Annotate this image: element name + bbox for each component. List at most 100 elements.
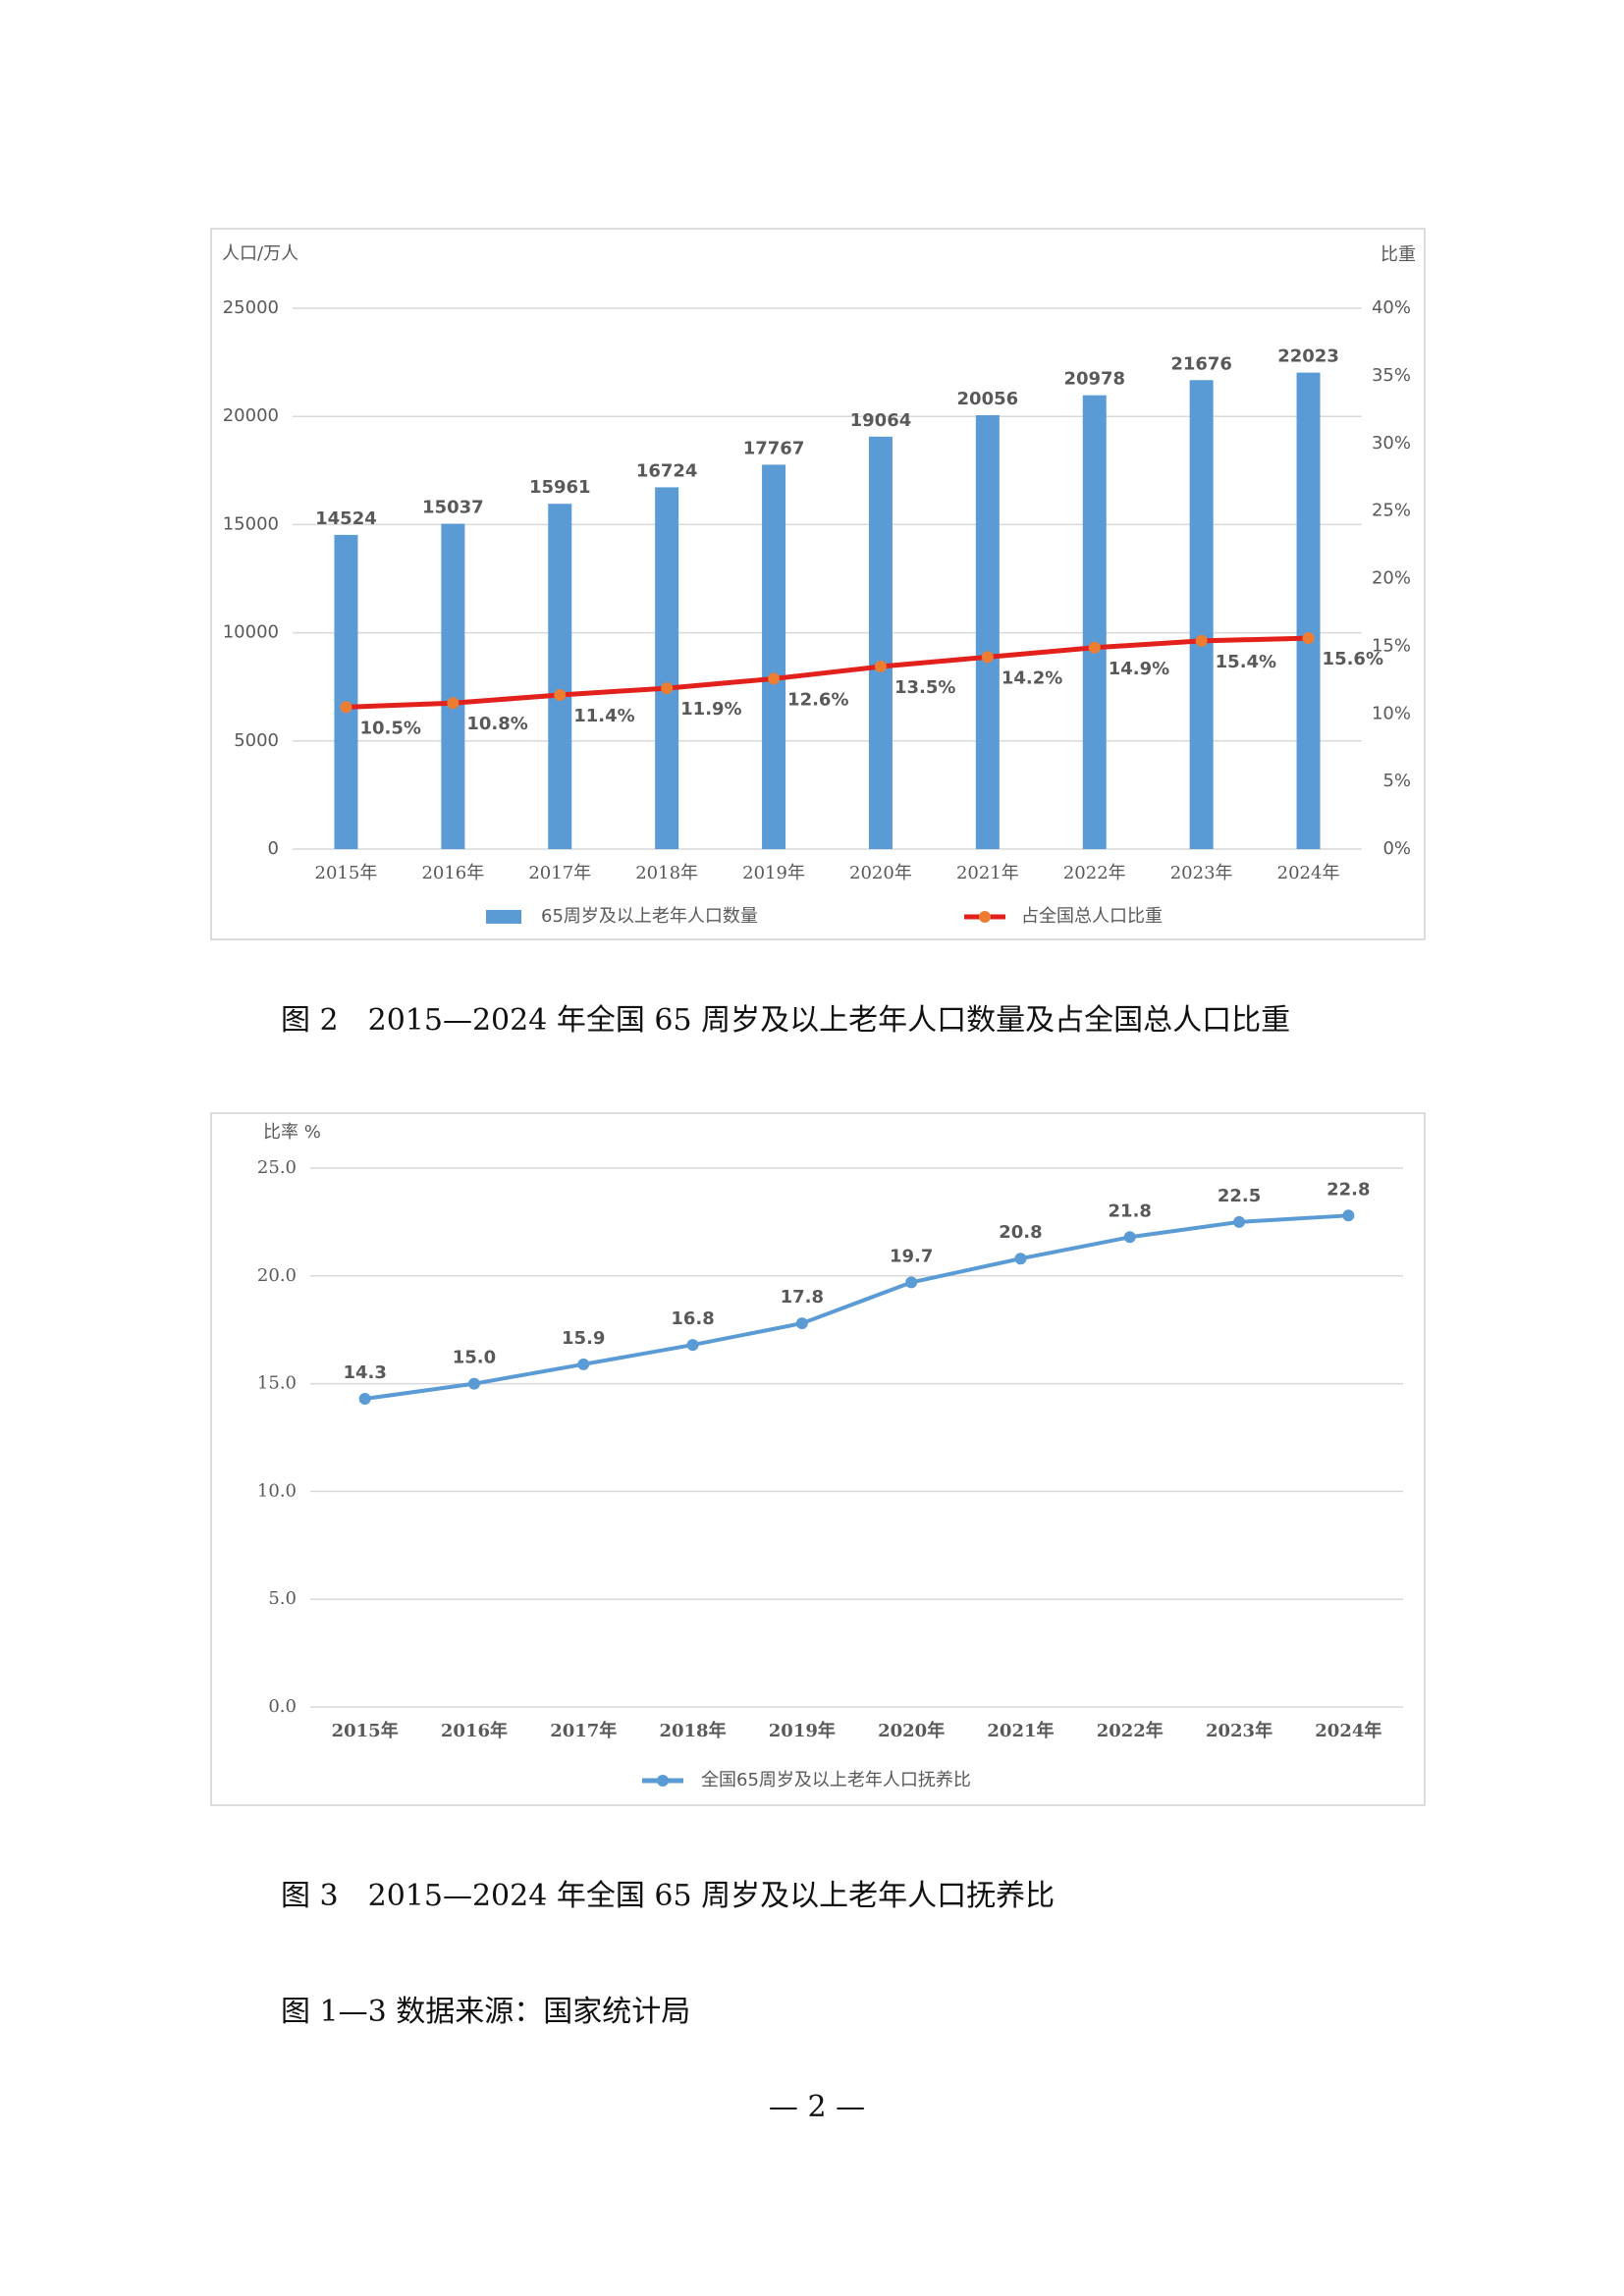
bar <box>1082 395 1107 849</box>
line <box>364 1213 1349 1401</box>
y-tick-label: 5.0 <box>268 1588 297 1609</box>
y-tick-label: 0.0 <box>268 1696 297 1717</box>
marker <box>577 1358 590 1370</box>
data-label: 15.9 <box>562 1328 605 1349</box>
data-label: 22.5 <box>1218 1186 1261 1206</box>
chart-frame <box>210 228 1426 940</box>
data-label: 14.3 <box>343 1362 386 1383</box>
y2-tick-label: 20% <box>1372 568 1411 589</box>
bar <box>975 414 1000 849</box>
data-label: 10.8% <box>466 714 527 734</box>
data-label: 11.9% <box>680 699 741 720</box>
caption: 图 2 2015—2024 年全国 65 周岁及以上老年人口数量及占全国总人口比… <box>281 1003 1290 1038</box>
y2-tick-label: 0% <box>1382 838 1411 859</box>
y-tick-label: 15.0 <box>257 1373 297 1394</box>
y2-tick-label: 5% <box>1382 771 1411 791</box>
marker <box>447 697 460 710</box>
x-tick-label: 2020年 <box>849 863 912 883</box>
x-tick-label: 2022年 <box>1097 1720 1164 1741</box>
legend-label: 全国65周岁及以上老年人口抚养比 <box>701 1770 971 1790</box>
bar <box>548 504 572 849</box>
marker <box>905 1276 918 1289</box>
marker <box>467 1377 480 1390</box>
marker <box>981 651 994 664</box>
x-tick-label: 2018年 <box>659 1720 726 1741</box>
legend-swatch <box>979 911 991 923</box>
data-label: 14.9% <box>1109 659 1169 679</box>
marker <box>874 661 887 673</box>
data-label: 15.0 <box>453 1348 496 1368</box>
data-label: 15.4% <box>1216 652 1276 672</box>
legend-swatch <box>486 910 521 924</box>
marker <box>1342 1209 1355 1222</box>
x-tick-label: 2019年 <box>769 1720 836 1741</box>
bar <box>762 464 786 849</box>
data-label: 16.8 <box>671 1308 714 1329</box>
x-tick-label: 2019年 <box>742 863 805 883</box>
data-label: 15.6% <box>1323 649 1383 669</box>
data-label: 10.5% <box>359 718 420 738</box>
bar <box>334 534 358 849</box>
data-label: 20978 <box>1063 369 1125 390</box>
y-tick-label: 25000 <box>223 297 279 318</box>
data-label: 14524 <box>315 508 377 529</box>
x-tick-label: 2015年 <box>332 1720 399 1741</box>
y2-tick-label: 15% <box>1372 635 1411 656</box>
marker <box>686 1339 699 1352</box>
data-label: 17.8 <box>781 1287 824 1308</box>
x-tick-label: 2022年 <box>1063 863 1126 883</box>
data-label: 22.8 <box>1326 1179 1370 1200</box>
x-tick-label: 2017年 <box>550 1720 617 1741</box>
y2-tick-label: 10% <box>1372 703 1411 723</box>
data-label: 19.7 <box>890 1246 933 1266</box>
x-tick-label: 2024年 <box>1315 1720 1381 1741</box>
data-label: 12.6% <box>787 689 848 710</box>
data-label: 13.5% <box>894 677 955 698</box>
marker <box>1088 641 1101 654</box>
data-label: 16724 <box>636 460 698 481</box>
x-tick-label: 2021年 <box>987 1720 1054 1741</box>
x-tick-label: 2024年 <box>1277 863 1340 883</box>
marker <box>1014 1253 1027 1265</box>
marker <box>1195 634 1208 647</box>
y-tick-label: 5000 <box>234 730 279 751</box>
x-tick-label: 2016年 <box>441 1720 508 1741</box>
bar <box>655 487 679 849</box>
y2-tick-label: 35% <box>1372 365 1411 386</box>
marker <box>1302 632 1315 645</box>
bar <box>441 523 465 849</box>
data-label: 17767 <box>743 438 805 458</box>
marker <box>554 688 567 701</box>
data-label: 22023 <box>1277 347 1339 367</box>
line <box>346 635 1309 710</box>
marker <box>661 682 674 695</box>
y-tick-label: 10.0 <box>257 1480 297 1501</box>
marker <box>795 1317 808 1330</box>
data-label: 19064 <box>850 410 912 431</box>
data-label: 20.8 <box>999 1222 1042 1243</box>
page-number: — 2 — <box>769 2090 865 2124</box>
y-axis-title: 比率 % <box>263 1122 321 1143</box>
y2-tick-label: 25% <box>1372 501 1411 521</box>
data-label: 14.2% <box>1001 667 1062 688</box>
marker <box>358 1392 371 1405</box>
legend-swatch <box>657 1775 669 1787</box>
x-tick-label: 2017年 <box>528 863 591 883</box>
y-axis-title: 人口/万人 <box>222 243 298 264</box>
legend-label: 占全国总人口比重 <box>1021 906 1163 927</box>
x-tick-label: 2023年 <box>1206 1720 1272 1741</box>
data-label: 20056 <box>957 389 1019 409</box>
x-tick-label: 2023年 <box>1170 863 1233 883</box>
y2-axis-title: 比重 <box>1380 244 1416 265</box>
data-label: 15961 <box>529 477 591 498</box>
bar <box>868 436 893 849</box>
y-tick-label: 20.0 <box>257 1265 297 1286</box>
marker <box>768 672 781 685</box>
y-tick-label: 10000 <box>223 622 279 643</box>
source-note: 图 1—3 数据来源：国家统计局 <box>281 1995 690 2029</box>
marker <box>340 701 352 714</box>
data-label: 21.8 <box>1109 1201 1152 1221</box>
bar <box>1296 372 1321 849</box>
